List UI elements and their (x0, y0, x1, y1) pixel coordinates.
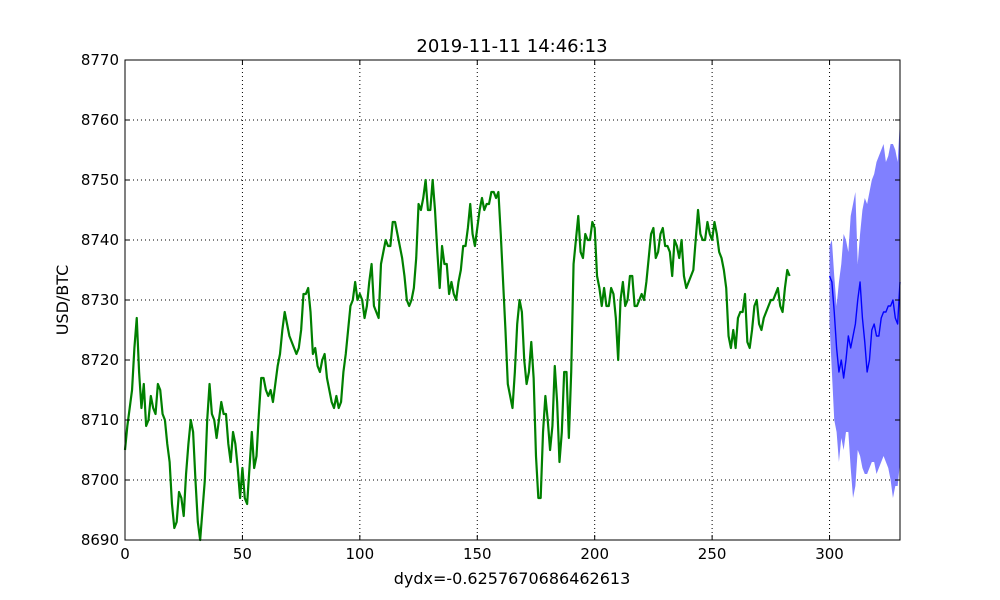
x-tick-label: 150 (463, 545, 492, 563)
axis-ticks: 0 50 100 150 200 250 300 8690 8700 8710 8720 8730 87… (81, 51, 900, 563)
y-tick-label: 8740 (81, 231, 119, 249)
y-tick-label: 8700 (81, 471, 119, 489)
y-axis-title: USD/BTC (53, 265, 72, 336)
x-tick-label: 200 (580, 545, 609, 563)
y-tick-label: 8770 (81, 51, 119, 69)
forecast-band-layer (829, 120, 900, 498)
x-tick-label: 250 (698, 545, 727, 563)
x-tick-label: 100 (346, 545, 375, 563)
x-tick-label: 300 (815, 545, 844, 563)
chart-title: 2019-11-11 14:46:13 (416, 36, 607, 57)
history-series-line (123, 178, 791, 542)
y-tick-label: 8710 (81, 411, 119, 429)
y-tick-label: 8750 (81, 171, 119, 189)
y-tick-label: 8690 (81, 531, 119, 549)
x-axis-title: dydx=-0.6257670686462613 (394, 569, 631, 588)
y-tick-label: 8720 (81, 351, 119, 369)
x-tick-label: 0 (120, 545, 130, 563)
y-tick-label: 8760 (81, 111, 119, 129)
y-tick-label: 8730 (81, 291, 119, 309)
x-tick-label: 50 (233, 545, 252, 563)
forecast-confidence-band (829, 120, 900, 498)
series-lines (123, 178, 901, 542)
forecast-series-line (828, 275, 901, 379)
